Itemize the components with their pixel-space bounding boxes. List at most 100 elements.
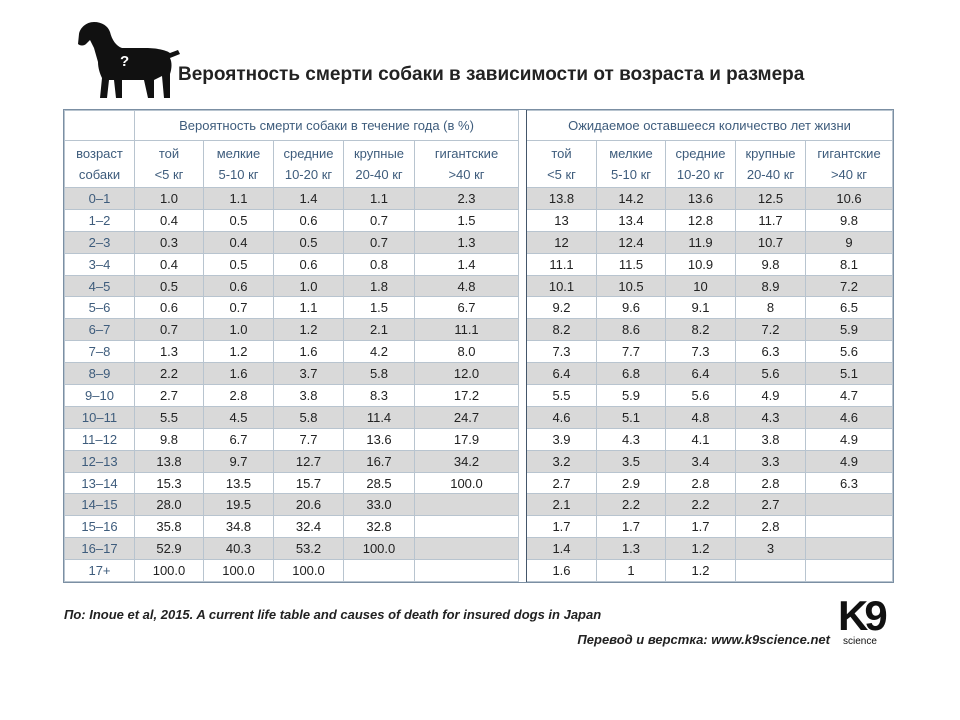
life-cell: 1.7 xyxy=(665,515,736,539)
life-cell: 5.1 xyxy=(596,405,666,429)
column-header-line: 20-40 кг xyxy=(746,167,795,182)
column-header-line: >40 кг xyxy=(448,167,485,182)
column-header-line: гигантские xyxy=(434,146,499,161)
life-cell: 5.5 xyxy=(526,384,597,407)
death-cell: 100.0 xyxy=(414,471,519,495)
separator xyxy=(518,559,527,582)
separator xyxy=(518,253,527,276)
life-cell: 11.5 xyxy=(596,252,666,276)
life-cell: 4.9 xyxy=(805,427,893,451)
logo-mark: K9 xyxy=(838,592,888,639)
separator xyxy=(518,362,527,385)
row: 9–10 2.7 2.8 3.8 8.3 17.2 5.5 5.9 5.6 4.9 4.7 xyxy=(64,384,893,407)
death-cell: 0.7 xyxy=(203,296,274,320)
corner-header-line: собаки xyxy=(78,167,121,182)
row: 14–15 28.0 19.5 20.6 33.0 2.1 2.2 2.2 2.7 xyxy=(64,493,893,517)
separator xyxy=(518,318,527,341)
row: 16–17 52.9 40.3 53.2 100.0 1.4 1.3 1.2 3 xyxy=(64,537,893,561)
age-cell: 5–6 xyxy=(64,296,135,320)
life-cell: 6.4 xyxy=(526,362,597,386)
column-header: средние 10-20 кг xyxy=(273,140,344,188)
death-cell: 0.6 xyxy=(273,208,344,232)
life-cell: 1.7 xyxy=(596,515,666,539)
death-cell: 13.8 xyxy=(134,449,204,473)
table: Вероятность смерти собаки в течение года… xyxy=(63,108,894,584)
column-header-line: крупные xyxy=(353,146,405,161)
age-cell: 9–10 xyxy=(64,384,135,407)
death-cell: 0.5 xyxy=(134,274,204,298)
dog-icon: ? xyxy=(78,22,180,98)
death-cell: 1.4 xyxy=(273,187,344,210)
death-cell: 6.7 xyxy=(414,296,519,320)
life-cell: 8.2 xyxy=(665,318,736,342)
death-cell: 1.0 xyxy=(273,274,344,298)
row: 5–6 0.6 0.7 1.1 1.5 6.7 9.2 9.6 9.1 8 6.5 xyxy=(64,296,893,320)
column-header-line: мелкие xyxy=(216,146,261,161)
life-cell: 7.2 xyxy=(805,274,893,298)
death-cell: 9.8 xyxy=(134,427,204,451)
icon-mark: ? xyxy=(120,53,129,70)
row: 11–12 9.8 6.7 7.7 13.6 17.9 3.9 4.3 4.1 3.8 4.9 xyxy=(64,427,893,451)
life-cell: 9.6 xyxy=(596,296,666,320)
life-cell: 11.9 xyxy=(665,230,736,254)
death-cell: 0.5 xyxy=(273,230,344,254)
life-cell: 7.3 xyxy=(665,340,736,364)
corner-cell xyxy=(64,110,135,141)
death-cell: 12.0 xyxy=(414,362,519,386)
life-cell: 7.7 xyxy=(596,340,666,364)
row: 0–1 1.0 1.1 1.4 1.1 2.3 13.8 14.2 13.6 12.5 10.6 xyxy=(64,187,893,210)
life-cell: 13 xyxy=(526,208,597,232)
death-cell: 5.5 xyxy=(134,405,204,429)
death-cell: 15.7 xyxy=(273,471,344,495)
death-cell: 0.5 xyxy=(203,252,274,276)
death-cell: 13.5 xyxy=(203,471,274,495)
empty-cell xyxy=(414,493,519,517)
life-cell: 3.5 xyxy=(596,449,666,473)
life-cell: 12.8 xyxy=(665,208,736,232)
death-cell: 11.1 xyxy=(414,318,519,342)
death-cell: 1.2 xyxy=(273,318,344,342)
separator xyxy=(518,493,527,516)
separator xyxy=(518,450,527,473)
empty-cell xyxy=(805,537,893,561)
life-cell: 10.6 xyxy=(805,187,893,210)
life-cell: 13.4 xyxy=(596,208,666,232)
group-row: Вероятность смерти собаки в течение года… xyxy=(64,110,893,141)
death-cell: 20.6 xyxy=(273,493,344,517)
life-cell: 4.9 xyxy=(805,449,893,473)
row: 4–5 0.5 0.6 1.0 1.8 4.8 10.1 10.5 10 8.9 7.2 xyxy=(64,274,893,298)
life-cell: 12 xyxy=(526,230,597,254)
age-cell: 12–13 xyxy=(64,449,135,473)
age-cell: 10–11 xyxy=(64,405,135,429)
row: 17+ 100.0 100.0 100.0 1.6 1 1.2 xyxy=(64,559,893,583)
death-cell: 1.5 xyxy=(414,208,519,232)
life-cell: 7.2 xyxy=(735,318,806,342)
life-cell: 4.3 xyxy=(735,405,806,429)
death-cell: 53.2 xyxy=(273,537,344,561)
life-cell: 1.2 xyxy=(665,559,736,583)
death-cell: 1.0 xyxy=(134,187,204,210)
empty-cell xyxy=(805,515,893,539)
death-cell: 0.6 xyxy=(273,252,344,276)
death-cell: 0.7 xyxy=(134,318,204,342)
life-cell: 3.8 xyxy=(735,427,806,451)
death-cell: 40.3 xyxy=(203,537,274,561)
life-cell: 13.6 xyxy=(665,187,736,210)
column-header: крупные 20-40 кг xyxy=(343,140,415,188)
death-cell: 2.7 xyxy=(134,384,204,407)
death-cell: 2.3 xyxy=(414,187,519,210)
row: 3–4 0.4 0.5 0.6 0.8 1.4 11.1 11.5 10.9 9.8 8.1 xyxy=(64,252,893,276)
life-cell: 4.9 xyxy=(735,384,806,407)
separator xyxy=(518,406,527,429)
life-cell: 1.7 xyxy=(526,515,597,539)
death-cell: 1.0 xyxy=(203,318,274,342)
row: 2–3 0.3 0.4 0.5 0.7 1.3 12 12.4 11.9 10.7 9 xyxy=(64,230,893,254)
life-cell: 13.8 xyxy=(526,187,597,210)
death-cell: 4.8 xyxy=(414,274,519,298)
life-cell: 6.8 xyxy=(596,362,666,386)
death-cell: 28.0 xyxy=(134,493,204,517)
death-cell: 0.4 xyxy=(134,208,204,232)
column-header-line: той xyxy=(158,146,180,161)
separator xyxy=(518,296,527,319)
age-cell: 4–5 xyxy=(64,274,135,298)
